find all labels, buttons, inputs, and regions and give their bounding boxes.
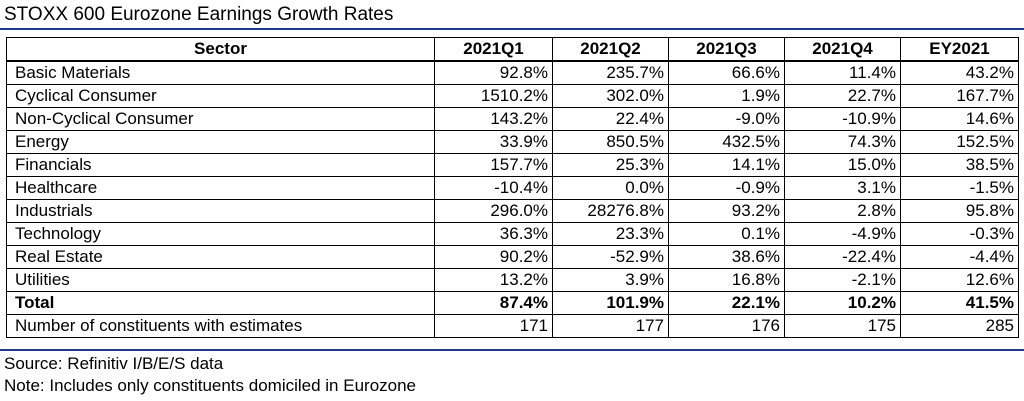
sector-cell: Real Estate [6, 245, 435, 269]
value-cell: 13.2% [434, 268, 553, 292]
value-cell: 95.8% [900, 199, 1019, 223]
value-cell: 14.6% [900, 107, 1019, 131]
constituents-count-cell: 177 [552, 314, 669, 338]
table-row: Energy 33.9% 850.5% 432.5% 74.3% 152.5% [6, 130, 1019, 154]
value-cell: 74.3% [784, 130, 901, 154]
value-cell: 3.1% [784, 176, 901, 200]
value-cell: 22.4% [552, 107, 669, 131]
total-label: Total [6, 291, 435, 315]
value-cell: 2.8% [784, 199, 901, 223]
table-row: Financials 157.7% 25.3% 14.1% 15.0% 38.5… [6, 153, 1019, 177]
value-cell: 93.2% [668, 199, 785, 223]
value-cell: 235.7% [552, 60, 669, 85]
table-row: Healthcare -10.4% 0.0% -0.9% 3.1% -1.5% [6, 176, 1019, 200]
footnotes: Source: Refinitiv I/B/E/S data Note: Inc… [4, 353, 416, 397]
value-cell: 90.2% [434, 245, 553, 269]
value-cell: 25.3% [552, 153, 669, 177]
value-cell: 38.5% [900, 153, 1019, 177]
table-row: Industrials 296.0% 28276.8% 93.2% 2.8% 9… [6, 199, 1019, 223]
value-cell: 66.6% [668, 60, 785, 85]
constituents-count-cell: 285 [900, 314, 1019, 338]
value-cell: -9.0% [668, 107, 785, 131]
value-cell: 33.9% [434, 130, 553, 154]
column-header-sector: Sector [6, 37, 435, 62]
value-cell: 28276.8% [552, 199, 669, 223]
value-cell: -22.4% [784, 245, 901, 269]
value-cell: 0.0% [552, 176, 669, 200]
sector-cell: Industrials [6, 199, 435, 223]
total-value-cell: 41.5% [900, 291, 1019, 315]
table-row: Cyclical Consumer 1510.2% 302.0% 1.9% 22… [6, 84, 1019, 108]
value-cell: 12.6% [900, 268, 1019, 292]
value-cell: 152.5% [900, 130, 1019, 154]
value-cell: 36.3% [434, 222, 553, 246]
table-row: Non-Cyclical Consumer 143.2% 22.4% -9.0%… [6, 107, 1019, 131]
earnings-growth-table: Sector 2021Q1 2021Q2 2021Q3 2021Q4 EY202… [6, 37, 1019, 338]
value-cell: 15.0% [784, 153, 901, 177]
value-cell: 43.2% [900, 60, 1019, 85]
value-cell: 296.0% [434, 199, 553, 223]
bottom-rule [0, 349, 1024, 351]
constituents-count-cell: 171 [434, 314, 553, 338]
sector-cell: Technology [6, 222, 435, 246]
sector-cell: Basic Materials [6, 60, 435, 85]
value-cell: -1.5% [900, 176, 1019, 200]
column-header-2021q1: 2021Q1 [434, 37, 553, 62]
value-cell: 14.1% [668, 153, 785, 177]
sector-cell: Cyclical Consumer [6, 84, 435, 108]
value-cell: -4.4% [900, 245, 1019, 269]
value-cell: 302.0% [552, 84, 669, 108]
source-note: Source: Refinitiv I/B/E/S data [4, 354, 224, 373]
total-value-cell: 101.9% [552, 291, 669, 315]
total-row: Total 87.4% 101.9% 22.1% 10.2% 41.5% [6, 291, 1019, 315]
table-row: Technology 36.3% 23.3% 0.1% -4.9% -0.3% [6, 222, 1019, 246]
value-cell: -2.1% [784, 268, 901, 292]
value-cell: 1510.2% [434, 84, 553, 108]
value-cell: 157.7% [434, 153, 553, 177]
value-cell: -4.9% [784, 222, 901, 246]
value-cell: 16.8% [668, 268, 785, 292]
constituents-row: Number of constituents with estimates 17… [6, 314, 1019, 338]
value-cell: -52.9% [552, 245, 669, 269]
total-value-cell: 10.2% [784, 291, 901, 315]
constituents-count-cell: 175 [784, 314, 901, 338]
domicile-note: Note: Includes only constituents domicil… [4, 376, 417, 395]
sector-cell: Energy [6, 130, 435, 154]
constituents-label: Number of constituents with estimates [6, 314, 435, 338]
value-cell: 11.4% [784, 60, 901, 85]
value-cell: 850.5% [552, 130, 669, 154]
table-row: Basic Materials 92.8% 235.7% 66.6% 11.4%… [6, 60, 1019, 85]
column-header-2021q2: 2021Q2 [552, 37, 669, 62]
value-cell: 3.9% [552, 268, 669, 292]
value-cell: 167.7% [900, 84, 1019, 108]
sector-cell: Non-Cyclical Consumer [6, 107, 435, 131]
value-cell: -0.3% [900, 222, 1019, 246]
sector-cell: Healthcare [6, 176, 435, 200]
constituents-count-cell: 176 [668, 314, 785, 338]
sector-cell: Utilities [6, 268, 435, 292]
value-cell: 0.1% [668, 222, 785, 246]
table-title: STOXX 600 Eurozone Earnings Growth Rates [4, 4, 394, 25]
column-header-ey2021: EY2021 [900, 37, 1019, 62]
value-cell: -10.4% [434, 176, 553, 200]
top-rule [0, 28, 1024, 30]
table-row: Real Estate 90.2% -52.9% 38.6% -22.4% -4… [6, 245, 1019, 269]
value-cell: -10.9% [784, 107, 901, 131]
column-header-2021q3: 2021Q3 [668, 37, 785, 62]
value-cell: 432.5% [668, 130, 785, 154]
value-cell: -0.9% [668, 176, 785, 200]
total-value-cell: 22.1% [668, 291, 785, 315]
sector-cell: Financials [6, 153, 435, 177]
value-cell: 143.2% [434, 107, 553, 131]
value-cell: 38.6% [668, 245, 785, 269]
value-cell: 92.8% [434, 60, 553, 85]
total-value-cell: 87.4% [434, 291, 553, 315]
column-header-2021q4: 2021Q4 [784, 37, 901, 62]
table-row: Utilities 13.2% 3.9% 16.8% -2.1% 12.6% [6, 268, 1019, 292]
value-cell: 23.3% [552, 222, 669, 246]
header-row: Sector 2021Q1 2021Q2 2021Q3 2021Q4 EY202… [6, 37, 1019, 62]
value-cell: 22.7% [784, 84, 901, 108]
value-cell: 1.9% [668, 84, 785, 108]
